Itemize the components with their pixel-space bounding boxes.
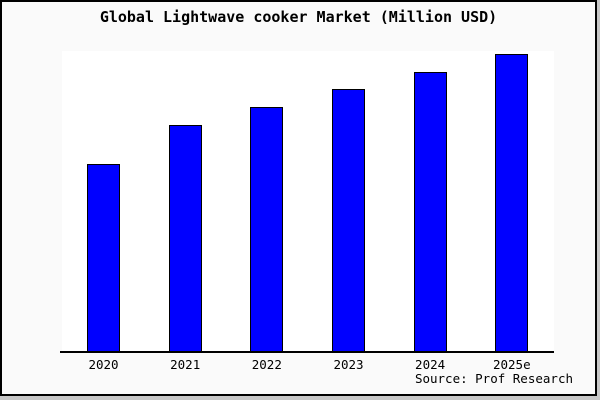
bar-2023 — [332, 89, 365, 353]
x-tick-2020: 2020 — [88, 357, 119, 372]
x-tick-2021: 2021 — [170, 357, 201, 372]
bar-2021 — [168, 125, 202, 353]
chart-title: Global Lightwave cooker Market (Million … — [99, 8, 498, 26]
x-axis-ticks: 2020 2021 2022 2023 2024 2025e — [2, 357, 595, 373]
x-tick-2022: 2022 — [251, 357, 282, 372]
x-axis-line — [60, 351, 554, 353]
bar-2025e — [495, 53, 529, 353]
x-tick-2023: 2023 — [333, 357, 364, 372]
source-label: Source: Prof Research — [414, 371, 573, 386]
x-tick-2024: 2024 — [415, 357, 446, 372]
x-tick-2025e: 2025e — [492, 357, 531, 372]
bar-2022 — [250, 107, 284, 353]
plot-area — [62, 51, 554, 353]
bar-2024 — [413, 71, 447, 353]
bar-2020 — [87, 164, 120, 353]
